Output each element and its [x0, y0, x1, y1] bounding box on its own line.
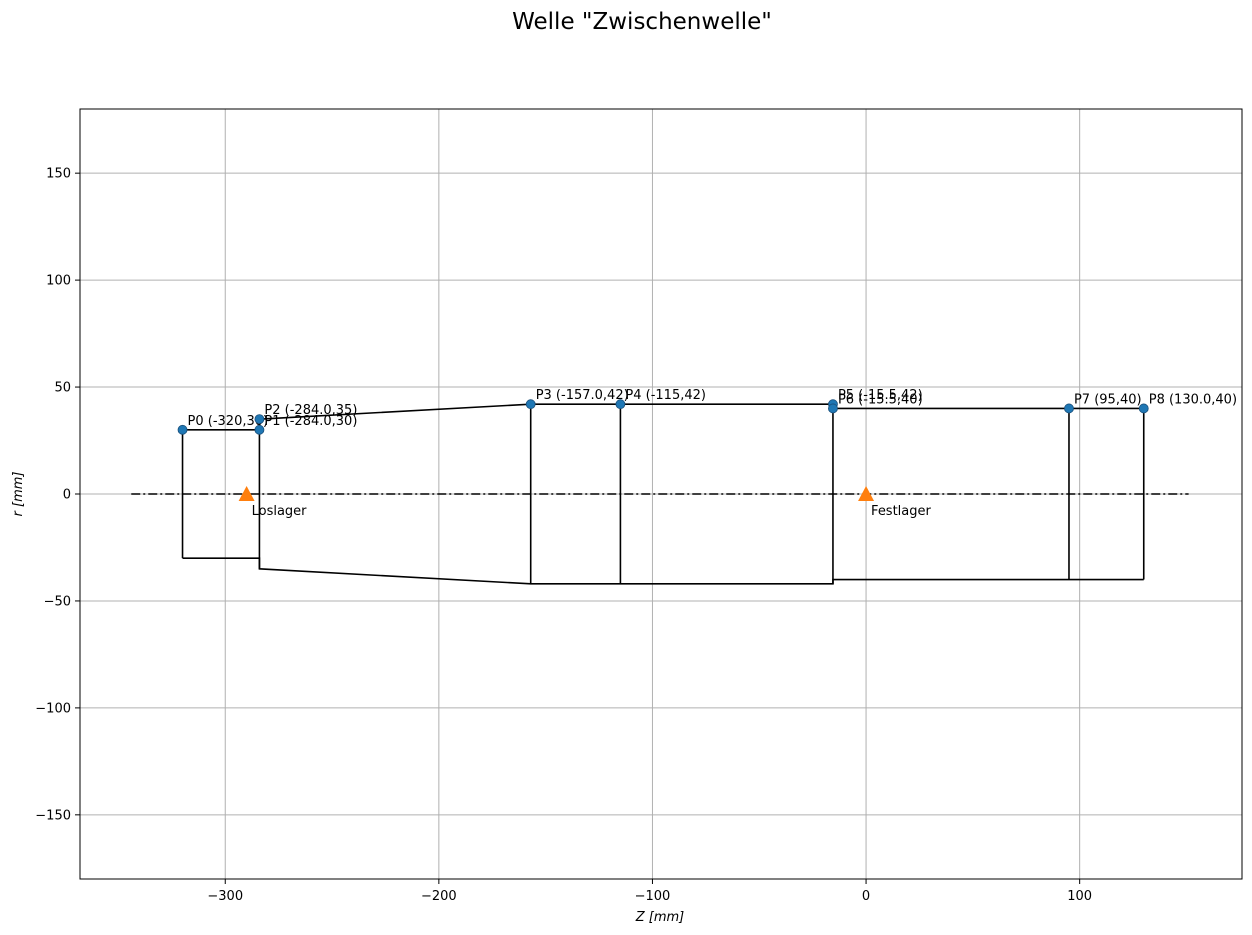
x-tick-label: 100 — [1067, 889, 1092, 904]
x-tick-label: −300 — [207, 889, 243, 904]
point-label: P0 (-320,30) — [188, 414, 269, 429]
point-label: P5 (-15.5,42) — [838, 388, 923, 403]
x-axis-label: Z [mm] — [635, 910, 685, 925]
y-tick-label: 100 — [46, 274, 71, 289]
data-point — [525, 399, 536, 410]
y-axis-label: r [mm] — [11, 472, 26, 517]
outline-lower — [182, 557, 1144, 585]
point-label: P7 (95,40) — [1074, 392, 1142, 407]
data-point — [1138, 403, 1149, 414]
data-point — [1064, 403, 1074, 414]
data-point — [177, 424, 188, 435]
bearing-label: Festlager — [871, 504, 931, 519]
y-tick-label: 0 — [63, 488, 71, 503]
point-label: P3 (-157.0,42) — [536, 388, 629, 403]
point-label: P2 (-284.0,35) — [264, 403, 357, 418]
y-tick-label: −50 — [44, 594, 71, 609]
x-tick-label: −200 — [421, 889, 457, 904]
data-marks: P0 (-320,30)P1 (-284.0,30)P2 (-284.0,35)… — [177, 388, 1237, 519]
point-label: P1 (-284.0,30) — [264, 414, 357, 429]
bearing-marker — [238, 486, 255, 501]
point-label: P8 (130.0,40) — [1149, 392, 1237, 407]
x-tick-label: 0 — [862, 889, 870, 904]
y-tick-label: 150 — [46, 167, 71, 182]
chart-title: Welle "Zwischenwelle" — [512, 9, 772, 35]
data-point — [254, 424, 265, 435]
bearing-marker — [858, 486, 875, 501]
point-label: P6 (-15.5,40) — [838, 392, 923, 407]
y-tick-label: −100 — [35, 701, 71, 716]
y-tick-label: 50 — [54, 381, 71, 396]
x-tick-label: −100 — [635, 889, 671, 904]
point-label: P4 (-115,42) — [625, 388, 706, 403]
data-point — [615, 399, 626, 410]
bearing-label: Loslager — [252, 504, 308, 519]
data-point — [254, 414, 265, 425]
axis-ticks: −300 −200 −100 0 100 −150 −100 −50 0 50 100 150 — [35, 167, 1092, 904]
data-point — [828, 403, 838, 414]
y-tick-label: −150 — [35, 808, 71, 823]
